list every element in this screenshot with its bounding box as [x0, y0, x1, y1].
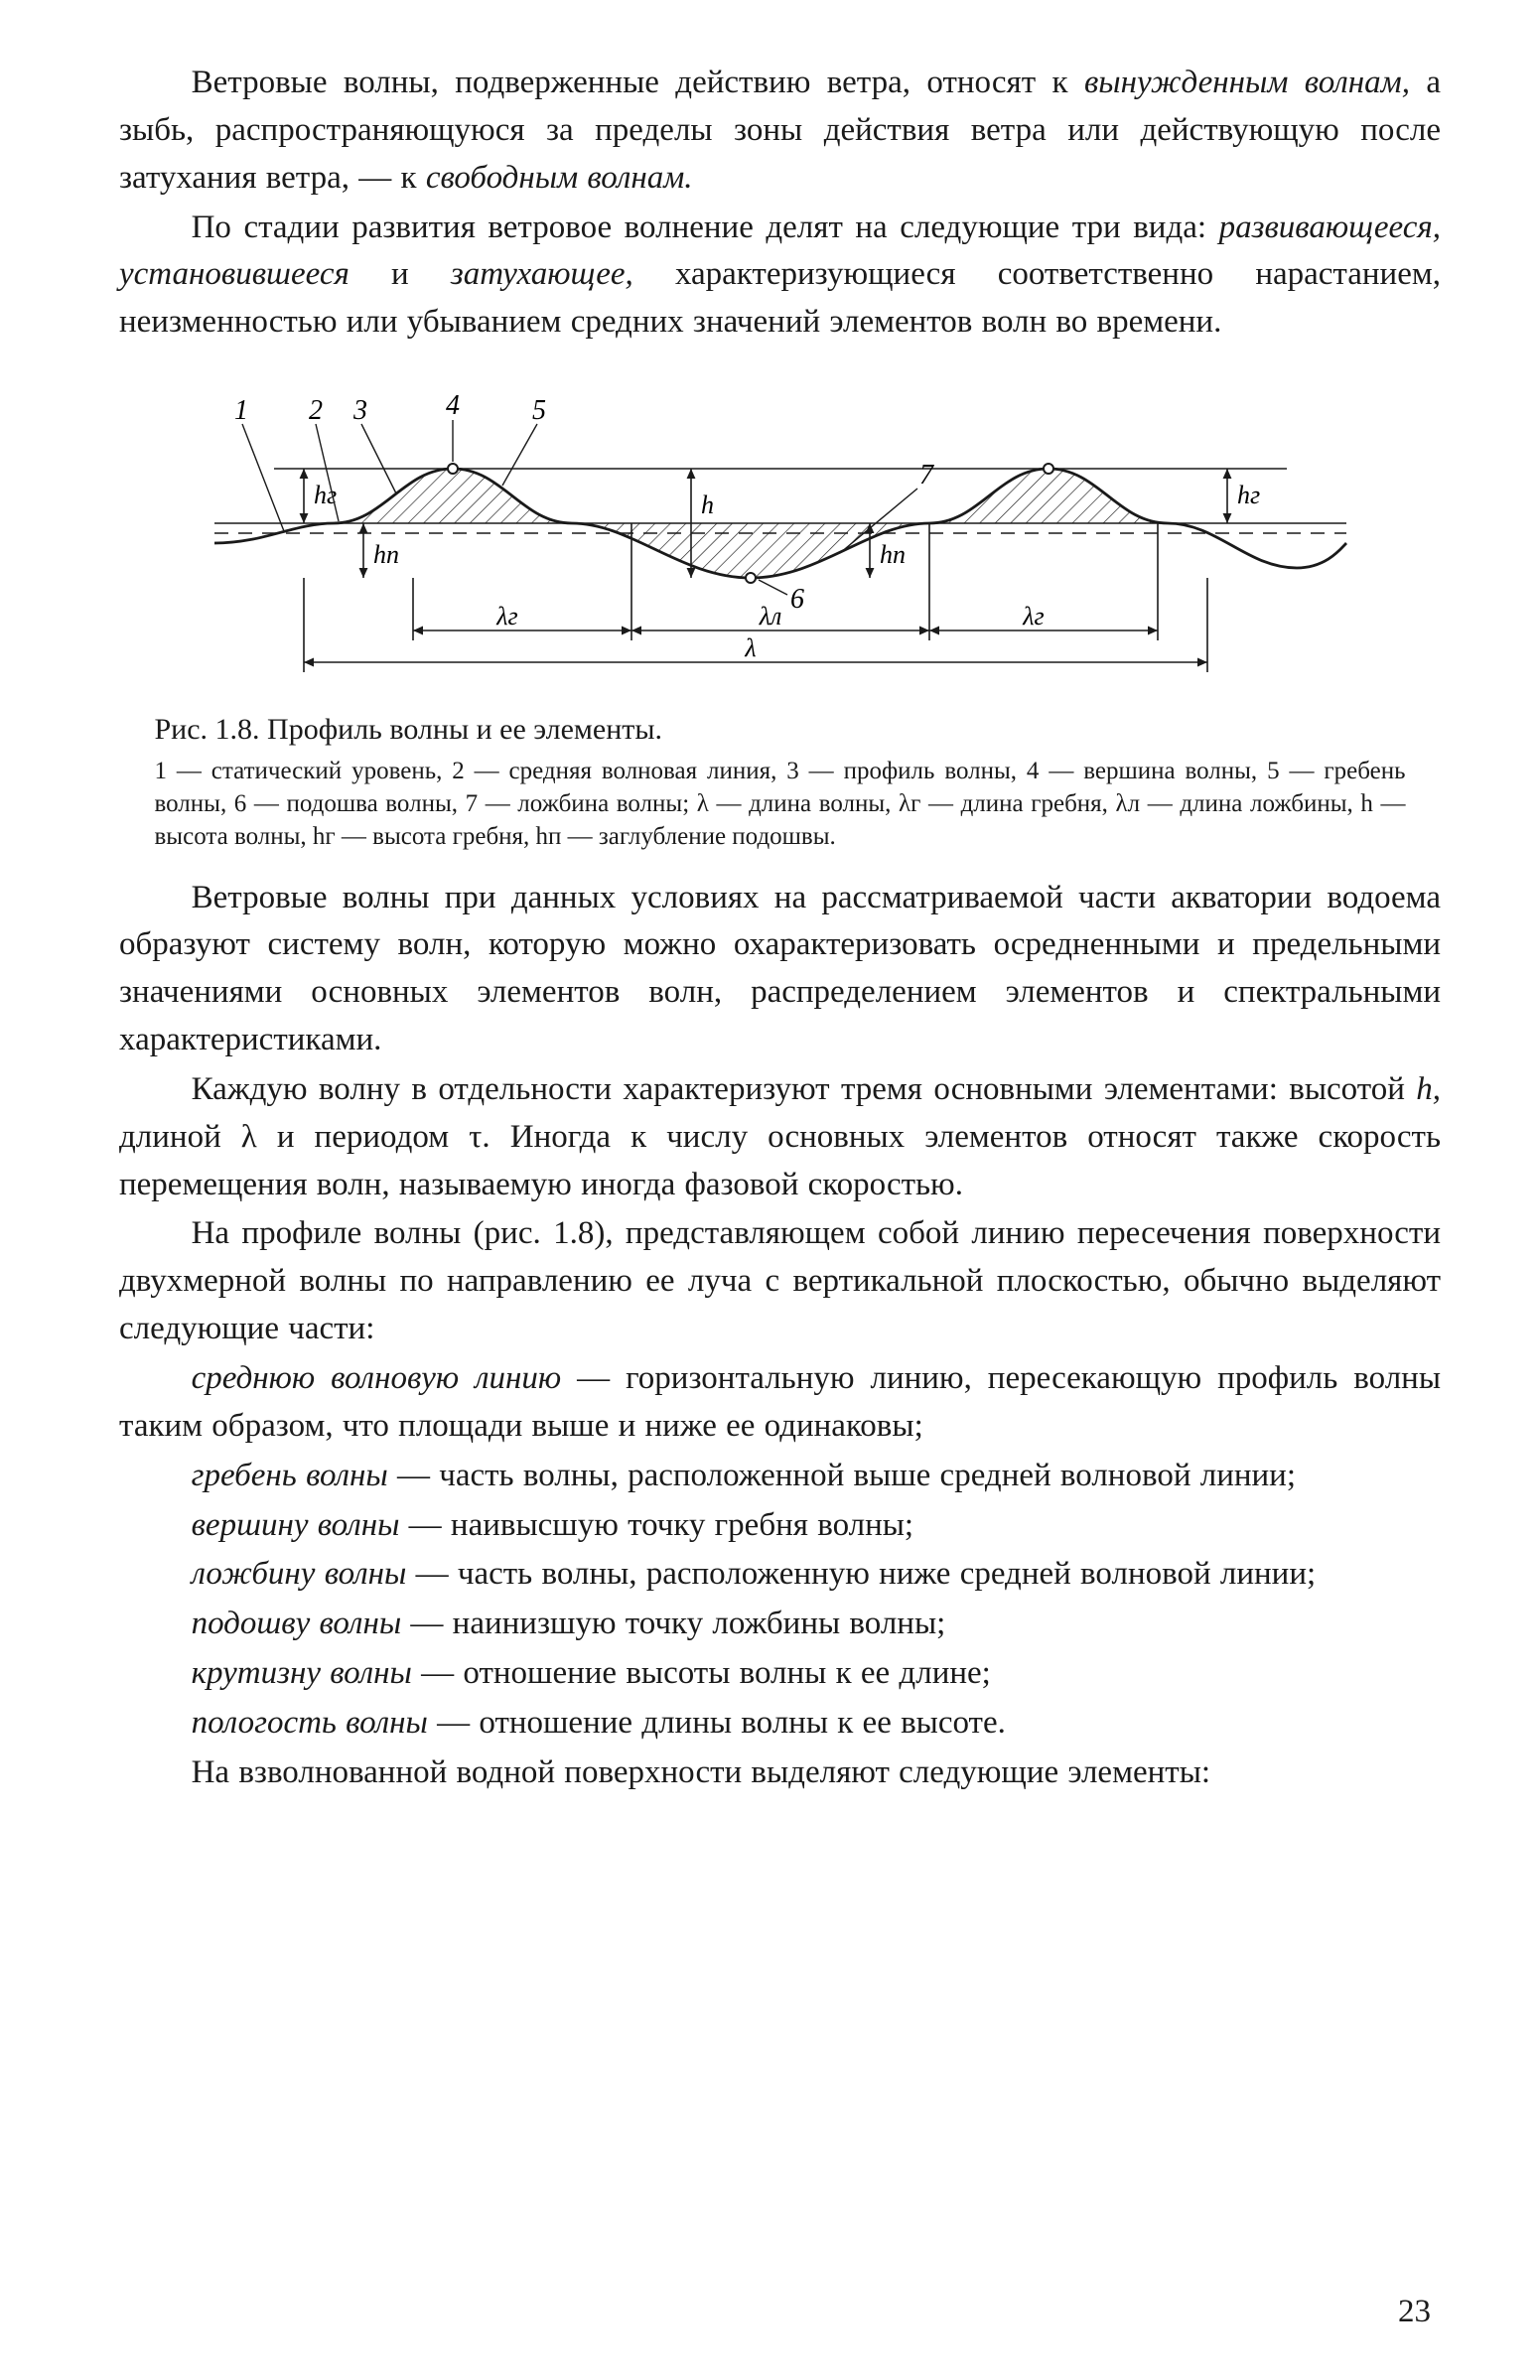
- text: — наинизшую точку ложбины волны;: [401, 1606, 945, 1641]
- label-lambda: λ: [744, 633, 756, 662]
- vertex-crest-1: [448, 464, 458, 474]
- label-hp-2: hп: [880, 540, 906, 569]
- italic-text: затухающее,: [451, 256, 633, 292]
- italic-text: вершину волны: [192, 1507, 400, 1543]
- figure-caption: Рис. 1.8. Профиль волны и ее элементы.: [155, 710, 1406, 751]
- paragraph-6: среднюю волновую линию — горизонтальную …: [119, 1355, 1441, 1451]
- italic-text: крутизну волны: [192, 1655, 412, 1691]
- page: Ветровые волны, подверженные действию ве…: [0, 0, 1540, 2380]
- italic-text: подошву волны: [192, 1606, 402, 1641]
- paragraph-11: крутизну волны — отношение высоты волны …: [119, 1650, 1441, 1698]
- label-lambda-g2: λг: [1022, 602, 1044, 630]
- text: Каждую волну в отдельности характеризуют…: [192, 1071, 1417, 1107]
- leader-5: [502, 424, 537, 486]
- paragraph-12: пологость волны — отношение длины волны …: [119, 1700, 1441, 1748]
- text: Ветровые волны, подверженные действию ве…: [192, 65, 1084, 100]
- label-hp-1: hп: [373, 540, 399, 569]
- hatched-crest-1: [334, 469, 572, 523]
- vertex-crest-2: [1044, 464, 1053, 474]
- vertex-trough-1: [746, 573, 756, 583]
- text: По стадии развития ветровое волнение дел…: [192, 210, 1219, 245]
- callout-5: 5: [532, 395, 546, 426]
- paragraph-1: Ветровые волны, подверженные действию ве…: [119, 60, 1441, 203]
- italic-text: ложбину волны: [192, 1556, 407, 1592]
- italic-text: гребень волны: [192, 1458, 388, 1493]
- italic-text: h,: [1416, 1071, 1441, 1107]
- leader-1: [242, 424, 284, 531]
- italic-text: вынужденным волнам,: [1084, 65, 1410, 100]
- italic-text: среднюю волновую линию: [192, 1360, 562, 1396]
- text: — часть волны, расположенную ниже средне…: [406, 1556, 1316, 1592]
- leader-7: [840, 489, 917, 553]
- figure-wave-profile: hг hп h hп hг λг λл: [155, 374, 1406, 853]
- paragraph-9: ложбину волны — часть волны, расположенн…: [119, 1551, 1441, 1599]
- callout-3: 3: [352, 395, 367, 426]
- leader-3: [361, 424, 396, 493]
- label-lambda-l: λл: [758, 602, 781, 630]
- paragraph-13: На взволнованной водной поверхности выде…: [119, 1750, 1441, 1797]
- text: длиной λ и периодом τ. Иногда к числу ос…: [119, 1119, 1441, 1202]
- text: — отношение длины волны к ее высоте.: [428, 1705, 1006, 1741]
- italic-text: свободным волнам.: [426, 160, 693, 196]
- callout-6: 6: [790, 584, 804, 615]
- wave-diagram-svg: hг hп h hп hг λг λл: [155, 374, 1406, 692]
- text: — часть волны, расположенной выше средне…: [388, 1458, 1296, 1493]
- callout-1: 1: [234, 395, 248, 426]
- label-hg-2: hг: [1237, 481, 1260, 509]
- callout-7: 7: [919, 460, 934, 490]
- label-h: h: [701, 490, 714, 519]
- hatched-trough-1: [572, 523, 929, 578]
- page-number: 23: [1398, 2294, 1431, 2330]
- paragraph-3: Ветровые волны при данных условиях на ра…: [119, 875, 1441, 1064]
- italic-text: пологость волны: [192, 1705, 428, 1741]
- paragraph-4: Каждую волну в отдельности характеризуют…: [119, 1066, 1441, 1209]
- text: — наивысшую точку гребня волны;: [399, 1507, 913, 1543]
- paragraph-2: По стадии развития ветровое волнение дел…: [119, 205, 1441, 348]
- paragraph-10: подошву волны — наинизшую точку ложбины …: [119, 1601, 1441, 1648]
- figure-legend: 1 — статический уровень, 2 — средняя вол…: [155, 755, 1406, 853]
- paragraph-5: На профиле волны (рис. 1.8), представляю…: [119, 1210, 1441, 1353]
- leader-6: [759, 580, 787, 595]
- callout-2: 2: [309, 395, 323, 426]
- paragraph-8: вершину волны — наивысшую точку гребня в…: [119, 1502, 1441, 1550]
- label-lambda-g1: λг: [495, 602, 517, 630]
- callout-4: 4: [446, 390, 460, 421]
- paragraph-7: гребень волны — часть волны, расположенн…: [119, 1453, 1441, 1500]
- text: — отношение высоты волны к ее длине;: [412, 1655, 991, 1691]
- hatched-crest-2: [929, 469, 1168, 523]
- text: и: [350, 256, 451, 292]
- label-hg-1: hг: [314, 481, 337, 509]
